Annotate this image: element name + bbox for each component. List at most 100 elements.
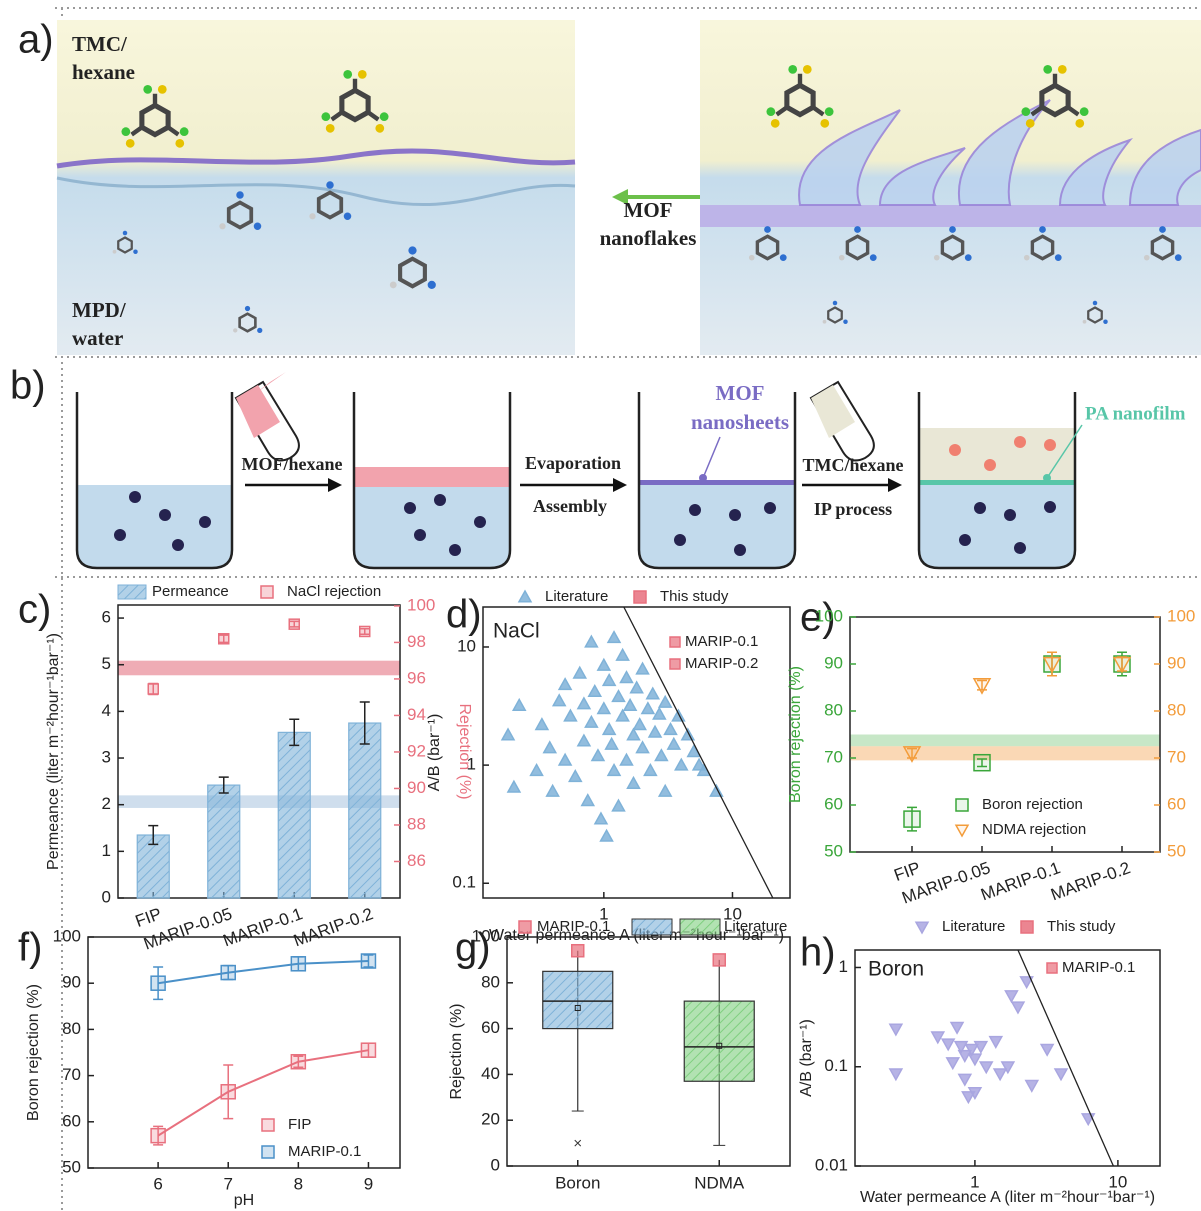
point	[649, 726, 661, 737]
legend-swatch	[632, 919, 672, 935]
pa-nanofilm	[919, 480, 1075, 485]
legend-label: NDMA rejection	[982, 821, 1086, 838]
point	[608, 765, 620, 776]
y-axis-label: Rejection (%)	[448, 1003, 465, 1099]
y2-tick-label: 86	[407, 851, 426, 870]
point	[606, 738, 618, 749]
liquid	[919, 484, 1075, 568]
y2-tick-label: 70	[1167, 747, 1186, 766]
point	[659, 696, 671, 707]
point	[904, 811, 920, 827]
legend-label: Literature	[942, 918, 1005, 935]
y-tick-label: 60	[481, 1018, 500, 1037]
point	[513, 699, 525, 710]
point	[932, 1032, 944, 1043]
legend-marker	[956, 799, 968, 811]
y-tick-label: 20	[481, 1110, 500, 1129]
point	[151, 1129, 165, 1143]
y-tick-label: 0.1	[452, 873, 476, 892]
point	[644, 765, 656, 776]
panel-label: b)	[10, 364, 46, 408]
point	[620, 672, 632, 683]
point	[675, 759, 687, 770]
x-tick-label: 9	[364, 1174, 373, 1193]
point	[289, 619, 299, 629]
legend-label: FIP	[288, 1116, 311, 1133]
bar	[278, 732, 310, 898]
point	[890, 1069, 902, 1080]
series-line	[158, 961, 368, 983]
step-label: TMC/hexane	[803, 455, 904, 475]
point	[574, 667, 586, 678]
y-tick-label: 60	[62, 1111, 81, 1130]
point	[547, 785, 559, 796]
legend-marker	[916, 922, 928, 933]
y-axis-label: A/B (bar⁻¹)	[798, 1019, 815, 1097]
point	[1041, 1044, 1053, 1055]
step-label: Evaporation	[525, 453, 621, 473]
legend-marker	[262, 1146, 274, 1158]
y-tick-label: 5	[102, 654, 111, 673]
phase-label: TMC/	[72, 32, 128, 56]
y2-tick-label: 100	[407, 595, 435, 614]
point	[361, 954, 375, 968]
panel-label: h)	[800, 931, 836, 975]
y-axis-label: Boron rejection (%)	[787, 666, 804, 803]
point	[603, 724, 615, 735]
highlight-marker	[670, 659, 680, 669]
callout	[703, 437, 720, 478]
highlight-marker	[670, 637, 680, 647]
highlight-point	[572, 945, 584, 957]
y2-tick-label: 96	[407, 668, 426, 687]
point	[564, 710, 576, 721]
y-axis-label: Permeance (liter m⁻²hour⁻¹bar⁻¹)	[45, 633, 62, 870]
x-tick-label: FIP	[133, 904, 164, 931]
x-axis-label: pH	[234, 1192, 254, 1209]
y2-tick-label: 92	[407, 741, 426, 760]
point	[221, 966, 235, 980]
y-tick-label: 6	[102, 608, 111, 627]
point	[637, 663, 649, 674]
y2-tick-label: 50	[1167, 841, 1186, 860]
legend-label: MARIP-0.1	[537, 918, 610, 935]
panel-label: a)	[18, 18, 54, 62]
legend-marker	[261, 586, 273, 598]
band	[850, 735, 1160, 747]
legend-label: Permeance	[152, 583, 229, 600]
y-tick-label: 100	[472, 926, 500, 945]
point	[994, 1069, 1006, 1080]
y2-tick-label: 60	[1167, 794, 1186, 813]
y-tick-label: 80	[824, 700, 843, 719]
point	[592, 750, 604, 761]
phase-label: hexane	[72, 60, 135, 84]
legend-marker	[519, 921, 531, 933]
step-label: MOF/hexane	[242, 454, 343, 474]
point	[502, 729, 514, 740]
point	[659, 785, 671, 796]
point	[595, 813, 607, 824]
limit-line	[1018, 950, 1113, 1166]
right-illustration	[700, 20, 1201, 355]
point	[1026, 1081, 1038, 1092]
point	[508, 781, 520, 792]
x-tick-label: 8	[294, 1174, 303, 1193]
y-tick-label: 70	[62, 1065, 81, 1084]
step-label: IP process	[814, 499, 892, 519]
legend-label: This study	[1047, 918, 1116, 935]
point	[890, 1024, 902, 1035]
point	[642, 703, 654, 714]
highlight-marker	[1047, 963, 1057, 973]
layer-label: nanosheets	[691, 410, 789, 434]
layer-label: MOF	[716, 381, 765, 405]
y-tick-label: 100	[815, 606, 843, 625]
point	[682, 729, 694, 740]
point	[617, 710, 629, 721]
point	[559, 754, 571, 765]
point	[620, 754, 632, 765]
point	[959, 1051, 971, 1062]
point	[1055, 1069, 1067, 1080]
panel-label: d)	[446, 593, 482, 637]
point	[617, 649, 629, 660]
legend-label: MARIP-0.1	[288, 1143, 361, 1160]
panel-label: f)	[18, 926, 42, 970]
